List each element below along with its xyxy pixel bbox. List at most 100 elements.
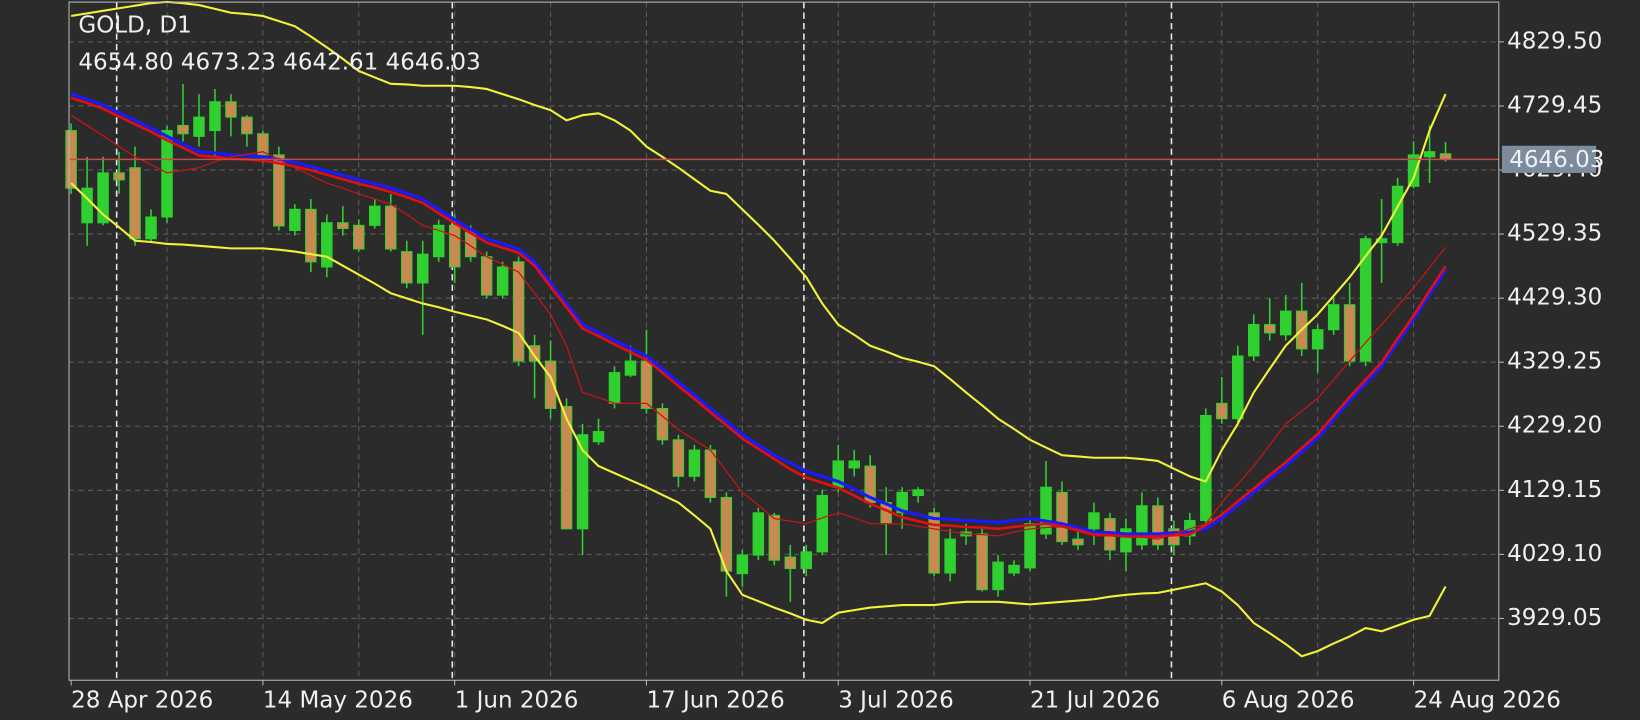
candle-body-up bbox=[1024, 523, 1036, 569]
candle-body-down bbox=[129, 167, 141, 240]
candle-body-up bbox=[416, 253, 429, 284]
candle-body-up bbox=[1423, 151, 1436, 158]
indicator-line bbox=[70, 182, 1447, 658]
candles bbox=[65, 83, 1452, 602]
candle-body-up bbox=[1327, 304, 1340, 331]
x-tick-label: 1 Jun 2026 bbox=[455, 688, 579, 714]
indicators bbox=[70, 0, 1447, 658]
price-label: 4646.03 bbox=[1509, 147, 1604, 173]
candle-body-down bbox=[337, 222, 349, 230]
x-tick-label: 6 Aug 2026 bbox=[1222, 688, 1355, 714]
candle-body-up bbox=[608, 372, 621, 404]
candle-body-up bbox=[1407, 154, 1420, 187]
indicator-line bbox=[70, 114, 1447, 540]
price-label-box bbox=[1501, 145, 1597, 173]
candle-body-up bbox=[1200, 414, 1212, 522]
candle-body-down bbox=[528, 345, 541, 362]
ohlc-label: 4654.80 4673.23 4642.61 4646.03 bbox=[78, 49, 480, 75]
indicator-line bbox=[70, 0, 1447, 483]
x-tick-label: 28 Apr 2026 bbox=[71, 688, 213, 714]
y-tick-label: 4829.50 bbox=[1507, 28, 1602, 54]
candle-body-down bbox=[704, 449, 717, 498]
candle-body-up bbox=[1232, 355, 1244, 420]
y-tick-label: 4129.15 bbox=[1507, 477, 1602, 503]
candle-body-down bbox=[1343, 304, 1356, 362]
candle-body-up bbox=[912, 489, 924, 497]
candle-body-down bbox=[448, 224, 461, 268]
chart-title: GOLD, D1 bbox=[78, 13, 191, 39]
candle-body-down bbox=[177, 124, 189, 135]
indicator-line bbox=[70, 92, 1447, 536]
candle-body-down bbox=[512, 261, 525, 362]
candle-body-down bbox=[273, 154, 285, 227]
candle-body-up bbox=[688, 449, 701, 477]
candle-body-up bbox=[97, 172, 109, 224]
candle-body-up bbox=[1311, 329, 1324, 350]
candle-body-down bbox=[257, 133, 269, 156]
candle-body-up bbox=[1279, 310, 1292, 336]
y-tick-label: 3929.05 bbox=[1507, 605, 1602, 631]
candle-body-up bbox=[848, 460, 860, 469]
candle-body-down bbox=[1216, 402, 1228, 420]
candle-body-up bbox=[209, 101, 221, 132]
candle-body-up bbox=[992, 561, 1004, 591]
y-tick-label: 4729.45 bbox=[1507, 92, 1602, 118]
indicator-line bbox=[70, 96, 1447, 538]
candle-body-up bbox=[1248, 324, 1260, 357]
candle-body-up bbox=[1040, 486, 1052, 535]
candle-body-down bbox=[480, 256, 493, 296]
candle-body-up bbox=[896, 491, 908, 514]
candle-body-up bbox=[193, 116, 205, 137]
candle-body-up bbox=[432, 224, 445, 258]
candle-body-down bbox=[640, 360, 653, 409]
candle-body-down bbox=[928, 512, 940, 574]
candle-body-down bbox=[1439, 153, 1452, 160]
candle-body-up bbox=[816, 495, 829, 553]
candle-body-up bbox=[624, 360, 637, 376]
candle-body-up bbox=[944, 538, 956, 574]
x-tick-label: 24 Aug 2026 bbox=[1414, 688, 1561, 714]
y-tick-label: 4329.25 bbox=[1507, 349, 1602, 375]
candle-body-up bbox=[576, 434, 589, 530]
candle-body-down bbox=[656, 407, 669, 441]
candle-body-down bbox=[1263, 324, 1276, 334]
candle-body-down bbox=[225, 101, 237, 118]
candle-body-up bbox=[592, 430, 605, 443]
candle-body-down bbox=[784, 556, 797, 570]
candle-body-down bbox=[241, 116, 253, 135]
labels: 4829.504729.454629.404529.354429.304329.… bbox=[69, 28, 1604, 714]
candle-body-down bbox=[976, 533, 988, 591]
candle-body-up bbox=[81, 187, 93, 224]
candle-body-down bbox=[353, 224, 365, 250]
candle-body-up bbox=[1120, 528, 1132, 553]
x-tick-label: 3 Jul 2026 bbox=[838, 688, 954, 714]
candle-body-down bbox=[385, 205, 397, 250]
y-tick-label: 4429.30 bbox=[1507, 285, 1602, 311]
candle-body-up bbox=[161, 130, 173, 218]
candle-body-down bbox=[672, 439, 685, 477]
candle-body-up bbox=[1359, 238, 1372, 362]
candle-body-down bbox=[1056, 491, 1068, 543]
candle-body-up bbox=[321, 222, 333, 268]
candle-body-down bbox=[113, 172, 125, 181]
candle-body-down bbox=[305, 208, 317, 263]
y-tick-label: 4029.10 bbox=[1507, 541, 1602, 567]
candle-body-up bbox=[145, 216, 157, 240]
candle-body-up bbox=[1136, 505, 1148, 546]
candle-body-up bbox=[752, 512, 765, 556]
candle-body-down bbox=[1072, 538, 1084, 546]
candle-body-up bbox=[1008, 564, 1020, 574]
y-tick-label: 4529.35 bbox=[1507, 221, 1602, 247]
y-tick-label: 4229.20 bbox=[1507, 413, 1602, 439]
candle-body-down bbox=[400, 251, 413, 284]
candle-body-down bbox=[560, 406, 573, 530]
candle-body-down bbox=[768, 514, 781, 561]
x-tick-label: 17 Jun 2026 bbox=[646, 688, 784, 714]
candle-body-up bbox=[289, 208, 301, 231]
candle-body-up bbox=[369, 205, 381, 226]
candle-body-down bbox=[1152, 505, 1164, 546]
